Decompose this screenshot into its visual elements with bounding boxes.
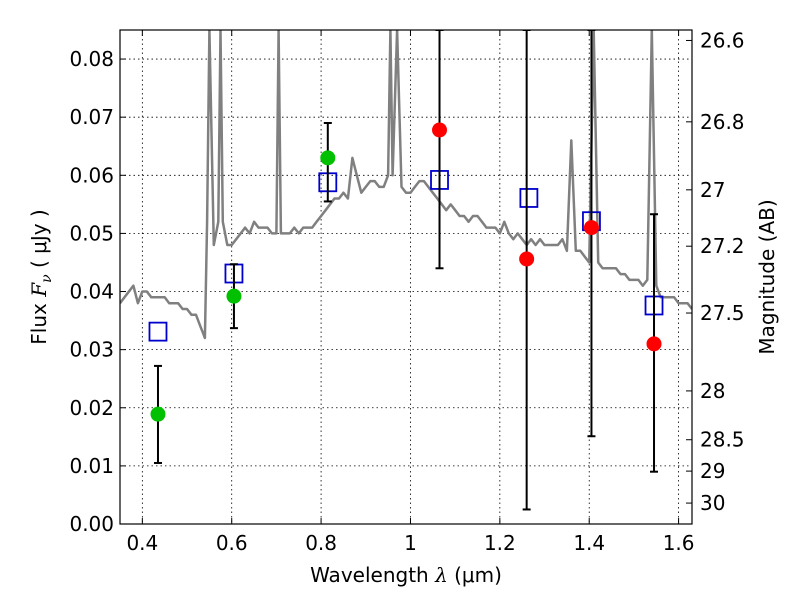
x-axis-label: Wavelength λ (μm): [310, 563, 502, 587]
x-tick-label: 0.6: [216, 531, 248, 555]
y-tick-label: 0.08: [69, 47, 114, 71]
y-axis-label: Flux Fν ( μJy ): [27, 209, 55, 344]
y2-tick-label: 28.5: [700, 428, 745, 452]
sed-model-line: [120, 30, 692, 340]
red-data-point: [646, 336, 662, 352]
x-tick-label: 0.8: [305, 531, 337, 555]
model-square-marker: [148, 321, 168, 342]
y-tick-label: 0.02: [69, 396, 114, 420]
ticks: 0.4 0.6 0.8 1 1.2 1.4 1.6 0.00 0.01 0.02 0.03 0.04 0…: [69, 28, 744, 555]
x-tick-label: 1: [404, 531, 417, 555]
red-data-point: [583, 220, 599, 236]
y-tick-label: 0.06: [69, 163, 114, 187]
y2-tick-label: 28: [700, 379, 725, 403]
green-data-point: [320, 150, 336, 166]
red-data-point: [432, 122, 448, 138]
green-data-point: [226, 288, 242, 304]
model-square-marker: [519, 188, 539, 208]
x-tick-label: 0.4: [126, 531, 158, 555]
x-tick-label: 1.2: [484, 531, 516, 555]
y-tick-label: 0.05: [69, 221, 114, 245]
y2-tick-label: 26.8: [700, 110, 745, 134]
green-data-point: [150, 406, 166, 422]
x-tick-label: 1.6: [663, 531, 695, 555]
y2-tick-label: 30: [700, 491, 725, 515]
y-tick-label: 0.01: [69, 454, 114, 478]
red-data-point: [519, 251, 535, 267]
y-tick-label: 0.07: [69, 105, 114, 129]
y2-tick-label: 27.2: [700, 234, 745, 258]
y2-tick-label: 26.6: [700, 28, 745, 52]
x-tick-label: 1.4: [573, 531, 605, 555]
y2-tick-label: 27: [700, 178, 725, 202]
y-tick-label: 0.03: [69, 338, 114, 362]
y2-tick-label: 27.5: [700, 301, 745, 325]
data-layer: [120, 30, 692, 511]
y-tick-label: 0.04: [69, 280, 114, 304]
y2-tick-label: 29: [700, 459, 725, 483]
plot-frame: [119, 29, 693, 525]
y2-axis-label: Magnitude (AB): [755, 199, 779, 354]
y-tick-label: 0.00: [69, 512, 114, 536]
